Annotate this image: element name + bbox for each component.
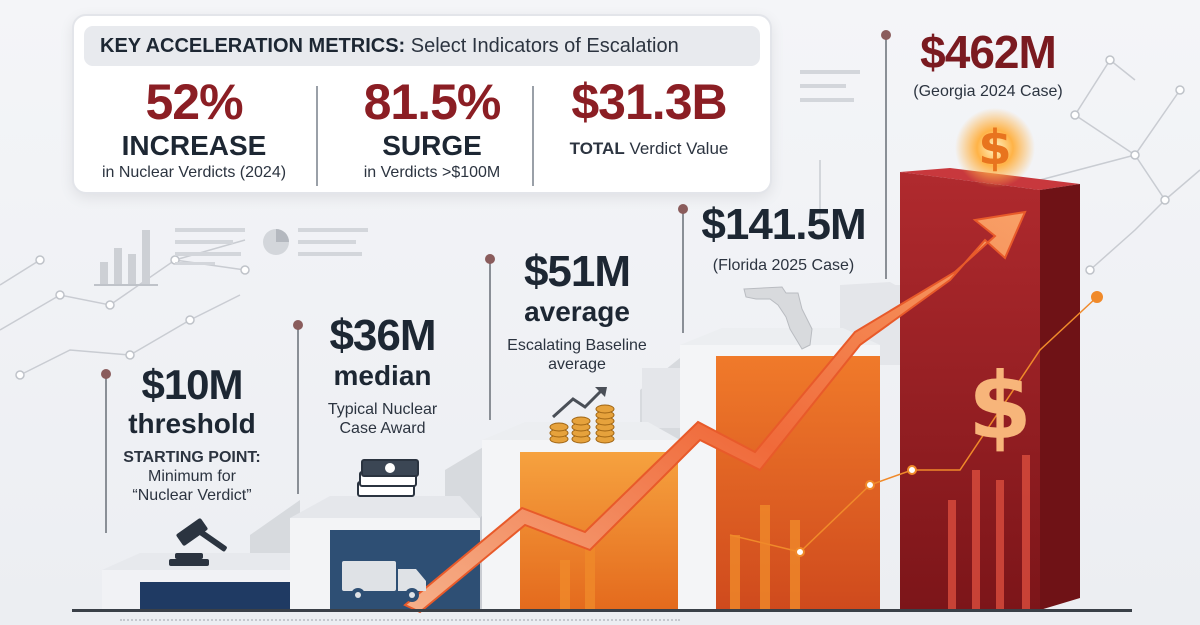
pin-florida — [678, 204, 688, 333]
step-label-florida: $141.5M (Florida 2025 Case) — [686, 200, 881, 276]
metric-value: 81.5% — [363, 74, 502, 130]
dollar-sign-icon: $ — [968, 353, 1032, 460]
key-metrics-panel: KEY ACCELERATION METRICS: Select Indicat… — [72, 14, 772, 194]
svg-text:$: $ — [968, 353, 1032, 460]
baseline — [72, 609, 1132, 612]
step-label-average: $51M average Escalating Baseline average — [492, 248, 662, 374]
metric-word: SURGE — [382, 130, 482, 161]
step-unit: threshold — [128, 408, 256, 439]
dollar-sign-icon: $ — [978, 120, 1011, 176]
metric-divider — [532, 86, 534, 186]
metric-word: TOTAL — [569, 139, 625, 158]
metric-word: INCREASE — [121, 130, 267, 161]
trend-arrow-icon — [403, 210, 1027, 614]
step-unit: average — [524, 296, 630, 327]
metric-value: 52% — [145, 74, 243, 130]
metric-total: $31.3B TOTAL Verdict Value — [544, 74, 754, 160]
step-value: $51M — [523, 247, 631, 296]
step-desc: Typical Nuclear Case Award — [300, 400, 465, 438]
step-block-median — [290, 496, 480, 518]
pin-georgia — [881, 30, 891, 279]
metric-value: $31.3B — [571, 74, 727, 130]
text-lines-icon — [175, 228, 245, 265]
metric-sub-text: Verdict Value — [629, 139, 729, 158]
step-label-median: $36M median Typical Nuclear Case Award — [300, 312, 465, 438]
step-label-georgia: $462M (Georgia 2024 Case) — [888, 26, 1088, 102]
step-value: $36M — [329, 311, 436, 360]
metric-sub: in Nuclear Verdicts (2024) — [101, 164, 287, 181]
step-value: $141.5M — [701, 200, 866, 249]
pin-average — [485, 254, 495, 420]
pie-chart-icon — [263, 229, 289, 255]
bar-chart-icon — [94, 230, 158, 286]
coins-growth-icon — [549, 387, 615, 444]
background-decoration-right — [800, 55, 1200, 275]
metric-surge: 81.5% SURGE in Verdicts >$100M — [332, 74, 532, 184]
metric-increase: 52% INCREASE in Nuclear Verdicts (2024) — [84, 74, 304, 184]
step-desc: STARTING POINT: Minimum for “Nuclear Ver… — [112, 448, 272, 505]
step-desc-line: average — [548, 356, 606, 373]
step-desc: (Florida 2025 Case) — [712, 257, 855, 274]
step-desc-line: Escalating Baseline — [507, 337, 647, 354]
step-value: $462M — [920, 26, 1057, 78]
step-desc-line: Minimum for — [147, 468, 236, 485]
svg-text:$: $ — [978, 120, 1011, 176]
metric-sub: TOTAL Verdict Value — [544, 138, 754, 160]
metric-sub: in Verdicts >$100M — [363, 164, 501, 181]
footer-faint-line — [120, 619, 680, 623]
background-decoration-left — [0, 239, 250, 380]
pin-threshold — [101, 369, 111, 533]
step-value: $10M — [141, 361, 243, 408]
florida-map-icon — [743, 286, 813, 350]
step-desc: (Georgia 2024 Case) — [913, 83, 1063, 100]
step-desc-line: “Nuclear Verdict” — [132, 487, 252, 504]
step-unit: median — [333, 360, 432, 391]
step-label-threshold: $10M threshold STARTING POINT: Minimum f… — [112, 362, 272, 505]
gavel-icon — [169, 518, 227, 566]
step-desc-line: Case Award — [339, 420, 426, 437]
step-block-florida — [680, 328, 880, 345]
cash-stack-icon — [357, 459, 419, 497]
step-desc-bold: STARTING POINT: — [123, 449, 261, 466]
step-desc: Escalating Baseline average — [492, 336, 662, 374]
step-desc-line: Typical Nuclear — [327, 401, 438, 418]
truck-icon — [342, 561, 426, 602]
metric-divider — [316, 86, 318, 186]
metrics-title-bold: KEY ACCELERATION METRICS: — [100, 35, 406, 57]
pin-median — [293, 320, 303, 494]
metrics-title-rest: Select Indicators of Escalation — [410, 35, 679, 57]
text-lines-icon — [298, 228, 368, 256]
metrics-panel-title: KEY ACCELERATION METRICS: Select Indicat… — [84, 26, 760, 66]
